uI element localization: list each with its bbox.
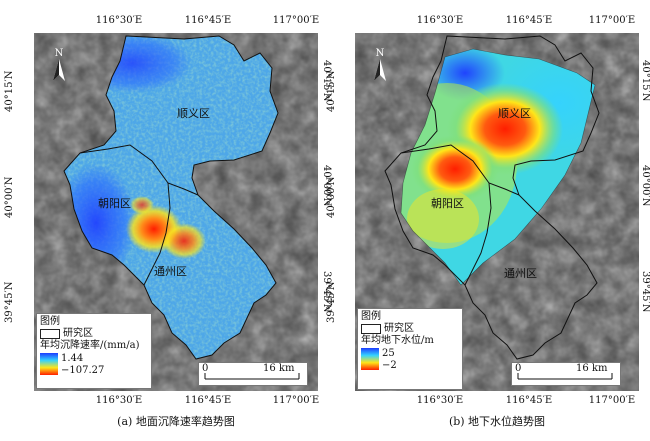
north-arrow: N <box>373 49 387 83</box>
panel-a-map <box>34 33 318 391</box>
legend-color-ramp <box>40 353 58 375</box>
panel-a-left-tick-2: 40°00′N <box>4 176 15 218</box>
district-label-shunyi: 顺义区 <box>498 107 531 120</box>
north-arrow-icon <box>374 59 386 81</box>
legend-max-label: 25 <box>382 348 395 359</box>
legend-min-label: −107.27 <box>61 365 105 376</box>
north-arrow-label: N <box>54 48 64 59</box>
panel-b-top-tick-2: 116°45′E <box>505 15 553 26</box>
legend-gradient-row: 1.44 −107.27 <box>40 353 148 377</box>
scale-bar-graphic <box>204 373 300 380</box>
panel-a-bottom-tick-3: 117°00′E <box>272 395 320 406</box>
panel-b-left-tick-3: 39°45′N <box>326 281 337 323</box>
panel-b-bottom-tick-2: 116°45′E <box>505 395 553 406</box>
legend-boundary-swatch <box>40 329 60 339</box>
panel-b-map <box>355 33 639 391</box>
legend-variable-title: 年均沉降速率/(mm/a) <box>40 340 140 351</box>
panel-a-top-tick-3: 117°00′E <box>272 15 320 26</box>
north-arrow-icon <box>53 59 65 81</box>
panel-b-caption: (b) 地下水位趋势图 <box>448 415 546 428</box>
scale-bar-start-label: 0 <box>515 363 522 374</box>
legend-gradient-row: 25 −2 <box>361 348 459 372</box>
legend-boundary-label: 研究区 <box>384 323 414 334</box>
legend: 图例 研究区 年均地下水位/m 25 −2 <box>357 308 463 390</box>
north-arrow: N <box>52 49 66 83</box>
panel-b-top-tick-3: 117°00′E <box>588 15 636 26</box>
legend-boundary-swatch <box>361 324 381 334</box>
legend-min-label: −2 <box>382 360 397 371</box>
panel-a-bottom-tick-2: 116°45′E <box>184 395 232 406</box>
legend-boundary-row: 研究区 <box>361 323 459 335</box>
scale-bar-end-label: 16 km <box>263 363 295 374</box>
panel-b-map-frame: 顺义区 朝阳区 通州区 N 图例 研究区 年均地下水位/m 25 −2 0 <box>355 33 639 391</box>
legend: 图例 研究区 年均沉降速率/(mm/a) 1.44 −107.27 <box>36 313 152 389</box>
north-arrow-label: N <box>375 48 385 59</box>
panel-b-left-tick-2: 40°00′N <box>326 176 337 218</box>
panel-b-left-tick-1: 40°15′N <box>326 70 337 112</box>
panel-b-bottom-tick-1: 116°30′E <box>416 395 464 406</box>
panel-a-caption: (a) 地面沉降速率趋势图 <box>117 415 235 428</box>
district-label-chaoyang: 朝阳区 <box>98 197 131 210</box>
scale-bar-start-label: 0 <box>202 363 209 374</box>
legend-boundary-label: 研究区 <box>63 328 93 339</box>
panel-b-right-tick-1: 40°15′N <box>640 60 650 102</box>
panel-a-bottom-tick-1: 116°30′E <box>95 395 143 406</box>
legend-title: 图例 <box>361 311 381 322</box>
scale-bar-graphic <box>517 373 613 380</box>
scale-bar: 0 16 km <box>511 362 621 386</box>
panel-a-left-tick-3: 39°45′N <box>4 281 15 323</box>
panel-a-top-tick-2: 116°45′E <box>184 15 232 26</box>
district-label-shunyi: 顺义区 <box>177 107 210 120</box>
panel-b-bottom-tick-3: 117°00′E <box>588 395 636 406</box>
legend-boundary-row: 研究区 <box>40 328 148 340</box>
panel-a-map-frame: 顺义区 朝阳区 通州区 N 图例 研究区 年均沉降速率/(mm/a) 1.44 … <box>34 33 318 391</box>
legend-color-ramp <box>361 348 379 370</box>
scale-bar: 0 16 km <box>198 362 308 386</box>
scale-bar-end-label: 16 km <box>576 363 608 374</box>
panel-a-left-tick-1: 40°15′N <box>4 70 15 112</box>
district-label-chaoyang: 朝阳区 <box>431 197 464 210</box>
legend-title: 图例 <box>40 316 60 327</box>
panel-b-top-tick-1: 116°30′E <box>416 15 464 26</box>
legend-max-label: 1.44 <box>61 353 84 364</box>
panel-b-right-tick-2: 40°00′N <box>640 165 650 207</box>
district-label-tongzhou: 通州区 <box>154 265 187 278</box>
panel-b-right-tick-3: 39°45′N <box>640 271 650 313</box>
panel-a-top-tick-1: 116°30′E <box>95 15 143 26</box>
legend-variable-title: 年均地下水位/m <box>361 335 434 346</box>
district-label-tongzhou: 通州区 <box>504 267 537 280</box>
